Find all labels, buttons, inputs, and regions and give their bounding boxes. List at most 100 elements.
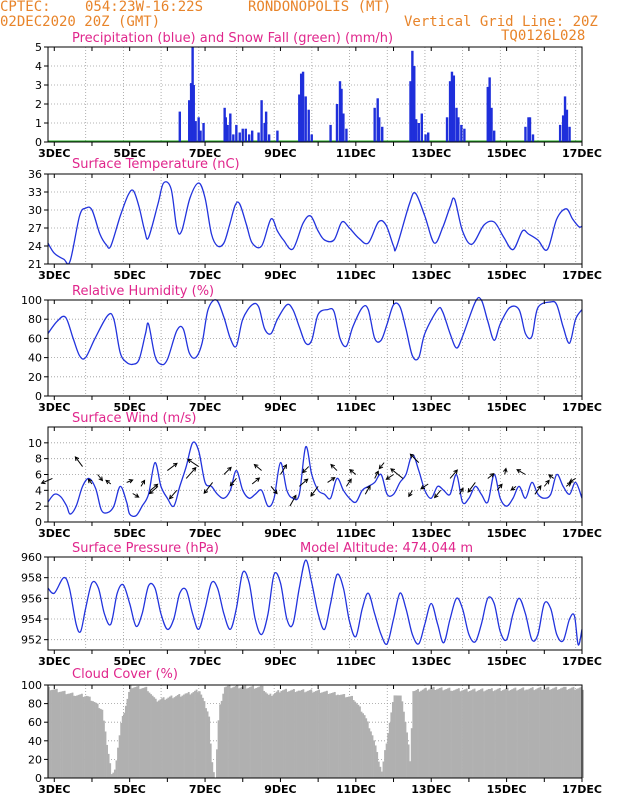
cloud-bar <box>503 689 506 778</box>
cloud-bar <box>277 690 280 778</box>
cloud-bar <box>336 694 339 778</box>
panel-frame <box>47 299 583 397</box>
cloud-bar <box>313 691 316 778</box>
wind-arrow <box>203 482 213 495</box>
cloud-bar <box>555 686 558 778</box>
x-tick-label: 7DEC <box>189 269 221 282</box>
cloud-bar <box>242 686 245 778</box>
cloud-bar <box>172 698 174 778</box>
cloud-bar <box>475 691 478 778</box>
cloud-bar <box>434 689 437 778</box>
cloud-bar <box>519 688 522 778</box>
cloud-bar <box>566 689 569 778</box>
precip-bar <box>229 113 232 142</box>
x-tick-label: 3DEC <box>38 401 70 414</box>
cloud-bar <box>234 686 237 778</box>
y-tick-label: 21 <box>28 258 42 271</box>
cloud-bar <box>318 689 321 778</box>
x-tick-label: 17DEC <box>562 147 602 160</box>
cloud-bar <box>344 697 347 778</box>
series-line <box>47 559 583 646</box>
y-tick-label: 33 <box>28 186 42 199</box>
cloud-bar <box>520 688 523 778</box>
cloud-bar <box>285 688 288 778</box>
cloud-bar <box>333 691 336 778</box>
precip-bar <box>524 126 527 142</box>
cloud-bar <box>360 711 363 778</box>
panel-title: Surface Temperature (nC) <box>72 157 240 172</box>
header-date: 02DEC2020 20Z (GMT) <box>0 14 161 30</box>
wind-arrow <box>487 473 495 479</box>
cloud-bar <box>227 685 229 778</box>
cloud-bar <box>494 690 496 778</box>
cloud-bar <box>57 692 60 778</box>
panel-title: Relative Humidity (%) <box>72 284 214 299</box>
x-tick-label: 13DEC <box>411 269 451 282</box>
wind-arrow <box>327 477 336 483</box>
x-tick-label: 5DEC <box>113 269 145 282</box>
y-tick-label: 36 <box>28 168 42 181</box>
cloud-bar <box>63 690 66 778</box>
cloud-bar <box>220 700 223 778</box>
cloud-bar <box>473 688 476 778</box>
cloud-bar <box>148 692 151 778</box>
cloud-bar <box>192 692 195 778</box>
y-tick-label: 30 <box>28 204 42 217</box>
y-tick-label: 0 <box>35 136 42 149</box>
y-tick-label: 60 <box>28 716 42 729</box>
cloud-bar <box>283 689 286 778</box>
cloud-bar <box>300 689 303 778</box>
precip-bar <box>373 107 376 142</box>
cloud-bar <box>134 687 137 778</box>
cloud-bar <box>509 689 512 778</box>
y-tick-label: 2 <box>35 500 42 513</box>
cloud-bar <box>379 766 382 778</box>
panel-annotation: Model Altitude: 474.044 m <box>300 541 473 556</box>
cloud-bar <box>154 698 157 778</box>
y-tick-label: 0 <box>35 516 42 529</box>
cloud-bar <box>54 689 57 778</box>
cloud-bar <box>489 688 492 778</box>
cloud-bar <box>497 688 500 778</box>
cloud-bar <box>325 690 328 778</box>
cloud-bar <box>280 690 283 778</box>
cloud-bar <box>93 701 96 778</box>
x-tick-label: 3DEC <box>38 269 70 282</box>
y-tick-label: 10 <box>28 437 42 450</box>
cloud-bar <box>384 750 386 778</box>
cloud-bar <box>388 722 391 778</box>
cloud-bar <box>393 695 396 778</box>
cloud-bar <box>96 703 99 778</box>
cloud-bar <box>153 697 156 778</box>
wind-arrow <box>409 453 420 463</box>
x-tick-label: 15DEC <box>487 147 527 160</box>
cloud-bar <box>216 749 218 778</box>
cloud-bar <box>476 690 479 778</box>
precip-bar <box>224 117 227 142</box>
cloud-bar <box>219 704 222 778</box>
y-tick-label: 100 <box>21 679 42 692</box>
cloud-bar <box>354 701 357 778</box>
x-tick-label: 13DEC <box>411 783 451 796</box>
panel-frame <box>47 556 583 651</box>
precip-bar <box>492 130 496 142</box>
wind-arrow <box>378 462 385 470</box>
cloud-bar <box>263 690 266 778</box>
x-tick-label: 11DEC <box>336 269 376 282</box>
precip-bar <box>188 100 191 142</box>
cloud-bar <box>542 689 545 778</box>
cloud-bar <box>179 696 182 778</box>
panel-4: Surface Wind (m/s) 0 2 4 6 8 10 3DEC 5DEC 7DEC 9DE… <box>28 411 602 540</box>
y-tick-label: 0 <box>35 390 42 403</box>
y-tick-label: 20 <box>28 371 42 384</box>
cloud-bar <box>486 689 489 778</box>
cloud-bar <box>329 693 332 778</box>
y-tick-label: 24 <box>28 240 42 253</box>
cloud-bar <box>508 690 511 778</box>
cloud-bar <box>404 722 407 778</box>
cloud-bar <box>420 690 423 778</box>
x-tick-label: 13DEC <box>411 147 451 160</box>
cloud-bar <box>178 693 181 778</box>
precip-bar <box>263 123 266 142</box>
series-line <box>47 181 583 265</box>
